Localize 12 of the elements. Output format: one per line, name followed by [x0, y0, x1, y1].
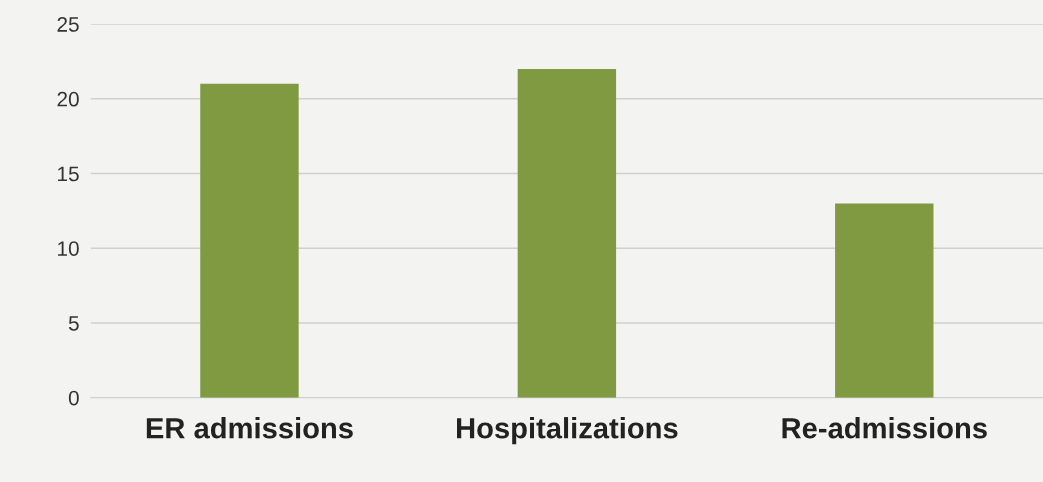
x-tick-label: ER admissions	[146, 417, 353, 439]
bar	[517, 68, 617, 398]
y-tick-label: 25	[57, 17, 79, 32]
y-tick-label: 20	[57, 91, 79, 107]
x-tick-label: Hospitalizations	[457, 417, 678, 445]
bar	[200, 83, 299, 398]
y-tick-label: 15	[58, 166, 79, 182]
x-tick-label: Re-admissions	[782, 417, 987, 439]
y-tick-label: 10	[58, 241, 79, 256]
y-tick-label: 5	[68, 316, 79, 331]
bar	[835, 203, 934, 398]
y-tick-label: 0	[68, 390, 79, 406]
